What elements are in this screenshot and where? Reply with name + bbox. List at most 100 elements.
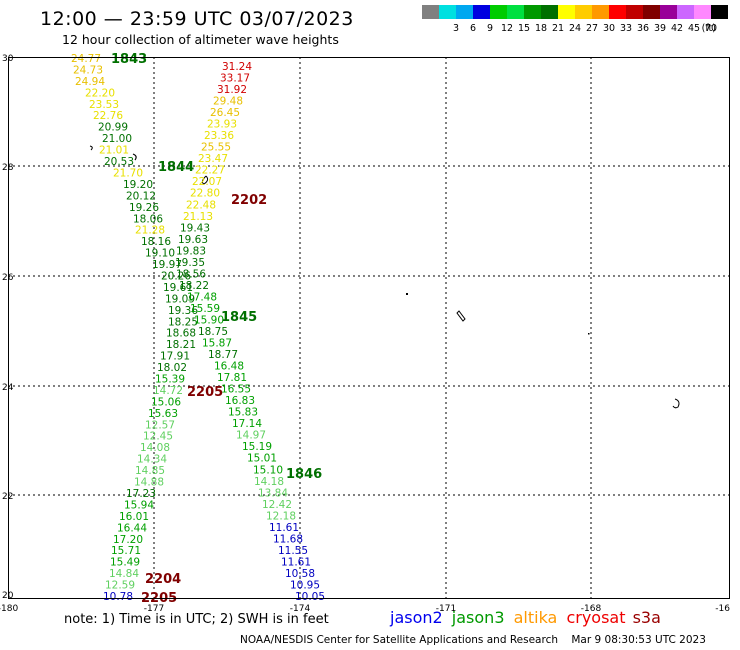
sat-altika: altika	[513, 608, 558, 627]
swh-value-track-b: 23.36	[204, 130, 234, 142]
swh-value-track-a: 17.20	[113, 534, 143, 546]
scale-tick-label: 45	[688, 23, 700, 34]
swh-value-track-a: 20.12	[126, 190, 156, 202]
swh-value-track-b: 13.84	[258, 487, 288, 499]
scale-swatch	[660, 5, 677, 19]
swh-value-track-b: 10.95	[290, 579, 320, 591]
swh-value-track-a: 20.53	[104, 156, 134, 168]
swh-value-track-a: 19.10	[145, 248, 175, 260]
scale-swatch	[524, 5, 541, 19]
swh-value-track-a: 19.36	[168, 305, 198, 317]
scale-swatch	[558, 5, 575, 19]
scale-tick-label: 30	[603, 23, 615, 34]
swh-value-track-a: 22.20	[85, 87, 115, 99]
scale-tick-label: 9	[487, 23, 493, 34]
swh-value-track-b: 11.55	[278, 545, 308, 557]
swh-value-track-b: 31.92	[217, 84, 247, 96]
scale-swatch	[439, 5, 456, 19]
swh-value-track-b: 18.22	[179, 280, 209, 292]
swh-value-track-b: 12.42	[262, 499, 292, 511]
lon-axis-label: -168	[581, 604, 602, 614]
swh-value-track-a: 18.02	[157, 362, 187, 374]
island-outline	[201, 175, 209, 185]
island-dot	[406, 293, 408, 295]
swh-value-track-b: 31.24	[222, 61, 252, 73]
swh-value-track-b: 25.55	[201, 142, 231, 154]
scale-swatch	[626, 5, 643, 19]
lon-axis-label: -180	[0, 604, 18, 614]
swh-value-track-a: 20.26	[161, 270, 191, 282]
swh-value-track-a: 12.59	[105, 580, 135, 592]
lat-axis-label: 22	[2, 492, 13, 502]
swh-value-track-a: 20.99	[98, 122, 128, 134]
swh-value-track-b: 18.56	[176, 268, 206, 280]
swh-value-track-b: 19.83	[176, 245, 206, 257]
lon-axis-label: -171	[436, 604, 456, 614]
swh-value-track-a: 18.06	[133, 213, 163, 225]
island-outline	[132, 153, 137, 161]
scale-swatch	[592, 5, 609, 19]
scale-tick-label: 36	[637, 23, 649, 34]
swh-value-track-a: 15.63	[148, 408, 178, 420]
sat-jason2: jason2	[390, 608, 443, 627]
scale-swatch	[643, 5, 660, 19]
swh-value-track-a: 12.57	[145, 419, 175, 431]
lat-axis-label: 24	[2, 383, 14, 393]
swh-value-track-b: 10.58	[285, 568, 315, 580]
island-outline	[672, 398, 680, 409]
swh-value-track-b: 19.63	[178, 234, 208, 246]
swh-value-track-b: 33.17	[220, 73, 250, 85]
lon-axis-label: -16	[715, 604, 730, 614]
swh-value-track-a: 19.09	[165, 293, 195, 305]
swh-value-track-b: 17.48	[187, 291, 217, 303]
swh-value-track-a: 14.34	[137, 454, 167, 466]
wave-height-color-scale: 3 6 9 12 15 18 21 24 27 30 33 36 39 42 45 70(ft)	[422, 5, 728, 34]
scale-tick-label: 18	[535, 23, 547, 34]
swh-value-track-b: 19.43	[180, 222, 210, 234]
swh-value-track-b: 16.83	[225, 395, 255, 407]
scale-swatch	[711, 5, 728, 19]
swh-value-track-a: 18.25	[168, 316, 198, 328]
swh-value-track-b: 21.13	[183, 211, 213, 223]
swh-value-track-a: 14.88	[134, 477, 164, 489]
map-title: 12:00 — 23:59 UTC 03/07/2023	[40, 8, 354, 30]
swh-value-track-b: 11.61	[269, 522, 299, 534]
swh-value-track-a: 24.94	[75, 76, 105, 88]
swh-value-track-b: 17.14	[232, 418, 262, 430]
footer-credit: NOAA/NESDIS Center for Satellite Applica…	[240, 634, 706, 646]
swh-value-track-a: 19.61	[163, 282, 193, 294]
lat-axis-label: 20	[2, 591, 14, 601]
pass-time-label: 1845	[221, 310, 257, 325]
swh-value-track-a: 19.97	[152, 259, 182, 271]
lon-axis-label: -174	[290, 604, 311, 614]
swh-value-track-a: 14.72	[153, 385, 183, 397]
scale-tick-label: 70	[705, 23, 717, 34]
scale-tick-label: 15	[518, 23, 530, 34]
swh-value-track-b: 17.81	[217, 372, 247, 384]
lon-axis-label: -177	[144, 604, 164, 614]
scale-tick-label: 33	[620, 23, 632, 34]
swh-value-track-b: 22.07	[192, 176, 222, 188]
swh-value-track-a: 21.01	[99, 145, 129, 157]
swh-value-track-a: 23.53	[89, 99, 119, 111]
lat-axis-label: 26	[2, 273, 14, 283]
swh-value-track-a: 24.73	[73, 64, 103, 76]
footer-note: note: 1) Time is in UTC; 2) SWH is in fe…	[64, 612, 329, 627]
swh-value-track-b: 18.75	[198, 326, 228, 338]
swh-value-track-b: 14.18	[254, 476, 284, 488]
swh-value-track-b: 22.80	[190, 188, 220, 200]
scale-swatch	[422, 5, 439, 19]
swh-value-track-b: 14.97	[236, 430, 266, 442]
swh-value-track-a: 17.23	[126, 488, 156, 500]
swh-value-track-b: 15.59	[190, 303, 220, 315]
swh-value-track-b: 12.18	[266, 510, 296, 522]
scale-unit-label: (ft)	[702, 23, 716, 34]
pass-time-label: 2204	[145, 572, 181, 587]
swh-value-track-b: 29.48	[213, 96, 243, 108]
swh-value-track-a: 14.85	[135, 465, 165, 477]
scale-tick-label: 3	[453, 23, 459, 34]
island-outline	[456, 310, 466, 322]
swh-value-track-a: 21.00	[102, 133, 132, 145]
swh-value-track-a: 15.94	[124, 499, 154, 511]
